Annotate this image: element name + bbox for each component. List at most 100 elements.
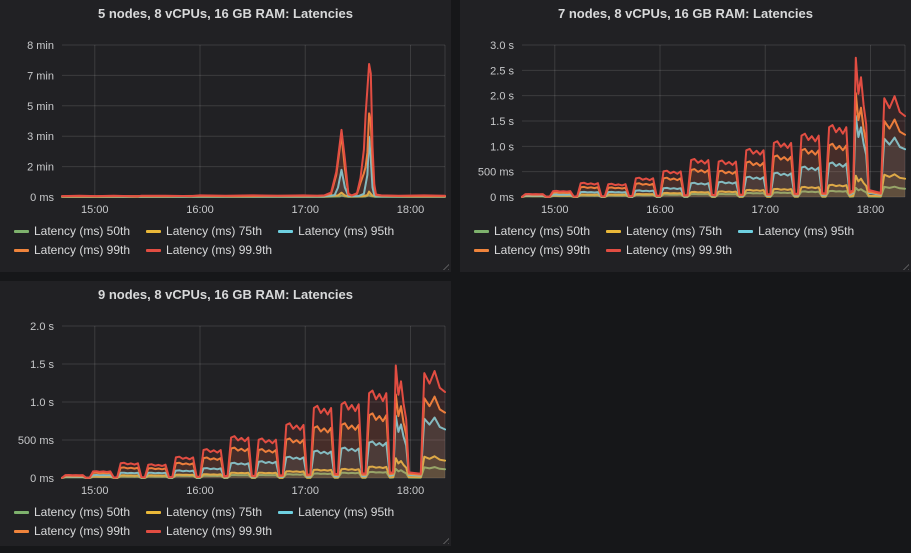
- legend-item-95th[interactable]: Latency (ms) 95th: [738, 224, 854, 238]
- series-line-75th: [61, 455, 446, 479]
- chart-legend: Latency (ms) 50th Latency (ms) 75th Latenc…: [14, 505, 426, 538]
- x-axis-tick-label: 17:00: [291, 485, 319, 497]
- y-axis-tick-label: 2.0 s: [30, 321, 54, 333]
- legend-item-95th[interactable]: Latency (ms) 95th: [278, 224, 394, 238]
- chart-legend: Latency (ms) 50th Latency (ms) 75th Latenc…: [14, 224, 426, 257]
- y-axis-tick-label: 2 min: [27, 162, 54, 174]
- y-axis-tick-label: 0 ms: [490, 192, 514, 204]
- legend-swatch-75th: [146, 510, 162, 514]
- y-axis-tick-label: 500 ms: [18, 435, 55, 447]
- legend-swatch-99.9th: [146, 248, 162, 252]
- series-area-99th: [522, 93, 905, 197]
- panel-title[interactable]: 5 nodes, 8 vCPUs, 16 GB RAM: Latencies: [97, 6, 354, 21]
- series-line-99th: [61, 393, 446, 479]
- panel-title[interactable]: 9 nodes, 8 vCPUs, 16 GB RAM: Latencies: [97, 287, 354, 302]
- y-axis-tick-label: 8 min: [27, 40, 54, 52]
- grid-lines: [62, 44, 446, 198]
- series-area-99th: [62, 394, 445, 478]
- legend-item-99.9th[interactable]: Latency (ms) 99.9th: [146, 524, 272, 538]
- legend-item-95th[interactable]: Latency (ms) 95th: [278, 505, 394, 519]
- grid-lines: [62, 325, 446, 479]
- y-axis-tick-label: 1.0 s: [30, 397, 54, 409]
- legend-item-75th[interactable]: Latency (ms) 75th: [606, 224, 722, 238]
- legend-label: Latency (ms) 99.9th: [166, 243, 273, 257]
- x-axis-tick-label: 18:00: [397, 485, 425, 497]
- x-axis-tick-label: 17:00: [751, 204, 779, 216]
- legend-label: Latency (ms) 50th: [34, 505, 131, 519]
- legend-label: Latency (ms) 75th: [626, 224, 723, 238]
- y-axis-tick-label: 1.5 s: [490, 116, 514, 128]
- legend-swatch-50th: [474, 229, 489, 233]
- legend-swatch-50th: [14, 229, 29, 233]
- legend-swatch-95th: [738, 229, 754, 233]
- legend-label: Latency (ms) 95th: [758, 224, 855, 238]
- y-axis-tick-label: 0 ms: [30, 192, 54, 204]
- legend-swatch-95th: [278, 510, 294, 514]
- axis-tick-labels: 2.0 s 1.5 s 1.0 s 500 ms 0 ms 15:00 16:00 17:00…: [18, 321, 424, 497]
- panel-9-nodes-latencies: 9 nodes, 8 vCPUs, 16 GB RAM: Latencies 2…: [0, 281, 451, 546]
- series-line-99.9th: [61, 63, 446, 198]
- legend-swatch-75th: [146, 229, 162, 233]
- y-axis-tick-label: 0 ms: [30, 473, 54, 485]
- legend-item-99th[interactable]: Latency (ms) 99th: [474, 243, 590, 257]
- legend-swatch-95th: [278, 229, 294, 233]
- latency-chart-7-nodes[interactable]: 3.0 s 2.5 s 2.0 s 1.5 s 1.0 s 500 ms 0 ms 15:00…: [460, 0, 911, 222]
- legend-label: Latency (ms) 99th: [494, 243, 591, 257]
- series-area-50th: [522, 186, 905, 197]
- series-line-75th: [521, 173, 906, 198]
- legend-item-99th[interactable]: Latency (ms) 99th: [14, 524, 130, 538]
- series-area-99.9th: [522, 57, 905, 198]
- series-group: [521, 56, 906, 198]
- series-line-99.9th: [61, 364, 446, 479]
- legend-swatch-99.9th: [146, 529, 162, 533]
- x-axis-tick-label: 18:00: [397, 204, 425, 216]
- series-area-50th: [62, 467, 445, 478]
- legend-item-75th[interactable]: Latency (ms) 75th: [146, 505, 262, 519]
- legend-label: Latency (ms) 50th: [494, 224, 591, 238]
- x-axis-tick-label: 15:00: [81, 204, 109, 216]
- panel-resize-handle[interactable]: [440, 261, 449, 270]
- legend-label: Latency (ms) 95th: [298, 224, 395, 238]
- legend-label: Latency (ms) 50th: [34, 224, 131, 238]
- latency-chart-9-nodes[interactable]: 2.0 s 1.5 s 1.0 s 500 ms 0 ms 15:00 16:00 17:00…: [0, 281, 451, 503]
- series-area-99th: [62, 113, 445, 197]
- legend-item-99.9th[interactable]: Latency (ms) 99.9th: [146, 243, 272, 257]
- legend-swatch-99.9th: [606, 248, 622, 252]
- panel-resize-handle[interactable]: [900, 261, 909, 270]
- legend-item-50th[interactable]: Latency (ms) 50th: [14, 505, 130, 519]
- y-axis-tick-label: 1.5 s: [30, 359, 54, 371]
- legend-swatch-75th: [606, 229, 622, 233]
- y-axis-tick-label: 2.0 s: [490, 91, 514, 103]
- legend-item-50th[interactable]: Latency (ms) 50th: [14, 224, 130, 238]
- series-area-75th: [62, 456, 445, 478]
- x-axis-tick-label: 18:00: [857, 204, 885, 216]
- x-axis-tick-label: 17:00: [291, 204, 319, 216]
- y-axis-tick-label: 7 min: [27, 70, 54, 82]
- panel-resize-handle[interactable]: [440, 535, 449, 544]
- legend-swatch-99th: [474, 248, 489, 252]
- panel-title[interactable]: 7 nodes, 8 vCPUs, 16 GB RAM: Latencies: [557, 6, 814, 21]
- series-area-95th: [522, 115, 905, 197]
- chart-legend: Latency (ms) 50th Latency (ms) 75th Latenc…: [474, 224, 886, 257]
- legend-label: Latency (ms) 99.9th: [166, 524, 273, 538]
- panel-5-nodes-latencies: 5 nodes, 8 vCPUs, 16 GB RAM: Latencies 8…: [0, 0, 451, 272]
- legend-label: Latency (ms) 99.9th: [626, 243, 733, 257]
- series-area-95th: [62, 415, 445, 478]
- series-line-99th: [61, 112, 446, 198]
- series-area-75th: [522, 174, 905, 197]
- latency-chart-5-nodes[interactable]: 8 min 7 min 5 min 3 min 2 min 0 ms 15:00 16:00 1…: [0, 0, 451, 222]
- legend-item-99.9th[interactable]: Latency (ms) 99.9th: [606, 243, 732, 257]
- x-axis-tick-label: 16:00: [186, 485, 214, 497]
- legend-label: Latency (ms) 75th: [166, 505, 263, 519]
- x-axis-tick-label: 16:00: [186, 204, 214, 216]
- series-line-95th: [521, 114, 906, 198]
- y-axis-tick-label: 3 min: [27, 131, 54, 143]
- y-axis-tick-label: 3.0 s: [490, 40, 514, 52]
- series-area-99.9th: [62, 365, 445, 478]
- legend-item-50th[interactable]: Latency (ms) 50th: [474, 224, 590, 238]
- x-axis-tick-label: 16:00: [646, 204, 674, 216]
- legend-item-99th[interactable]: Latency (ms) 99th: [14, 243, 130, 257]
- axis-tick-labels: 8 min 7 min 5 min 3 min 2 min 0 ms 15:00 16:00 1…: [27, 40, 424, 216]
- legend-label: Latency (ms) 75th: [166, 224, 263, 238]
- legend-item-75th[interactable]: Latency (ms) 75th: [146, 224, 262, 238]
